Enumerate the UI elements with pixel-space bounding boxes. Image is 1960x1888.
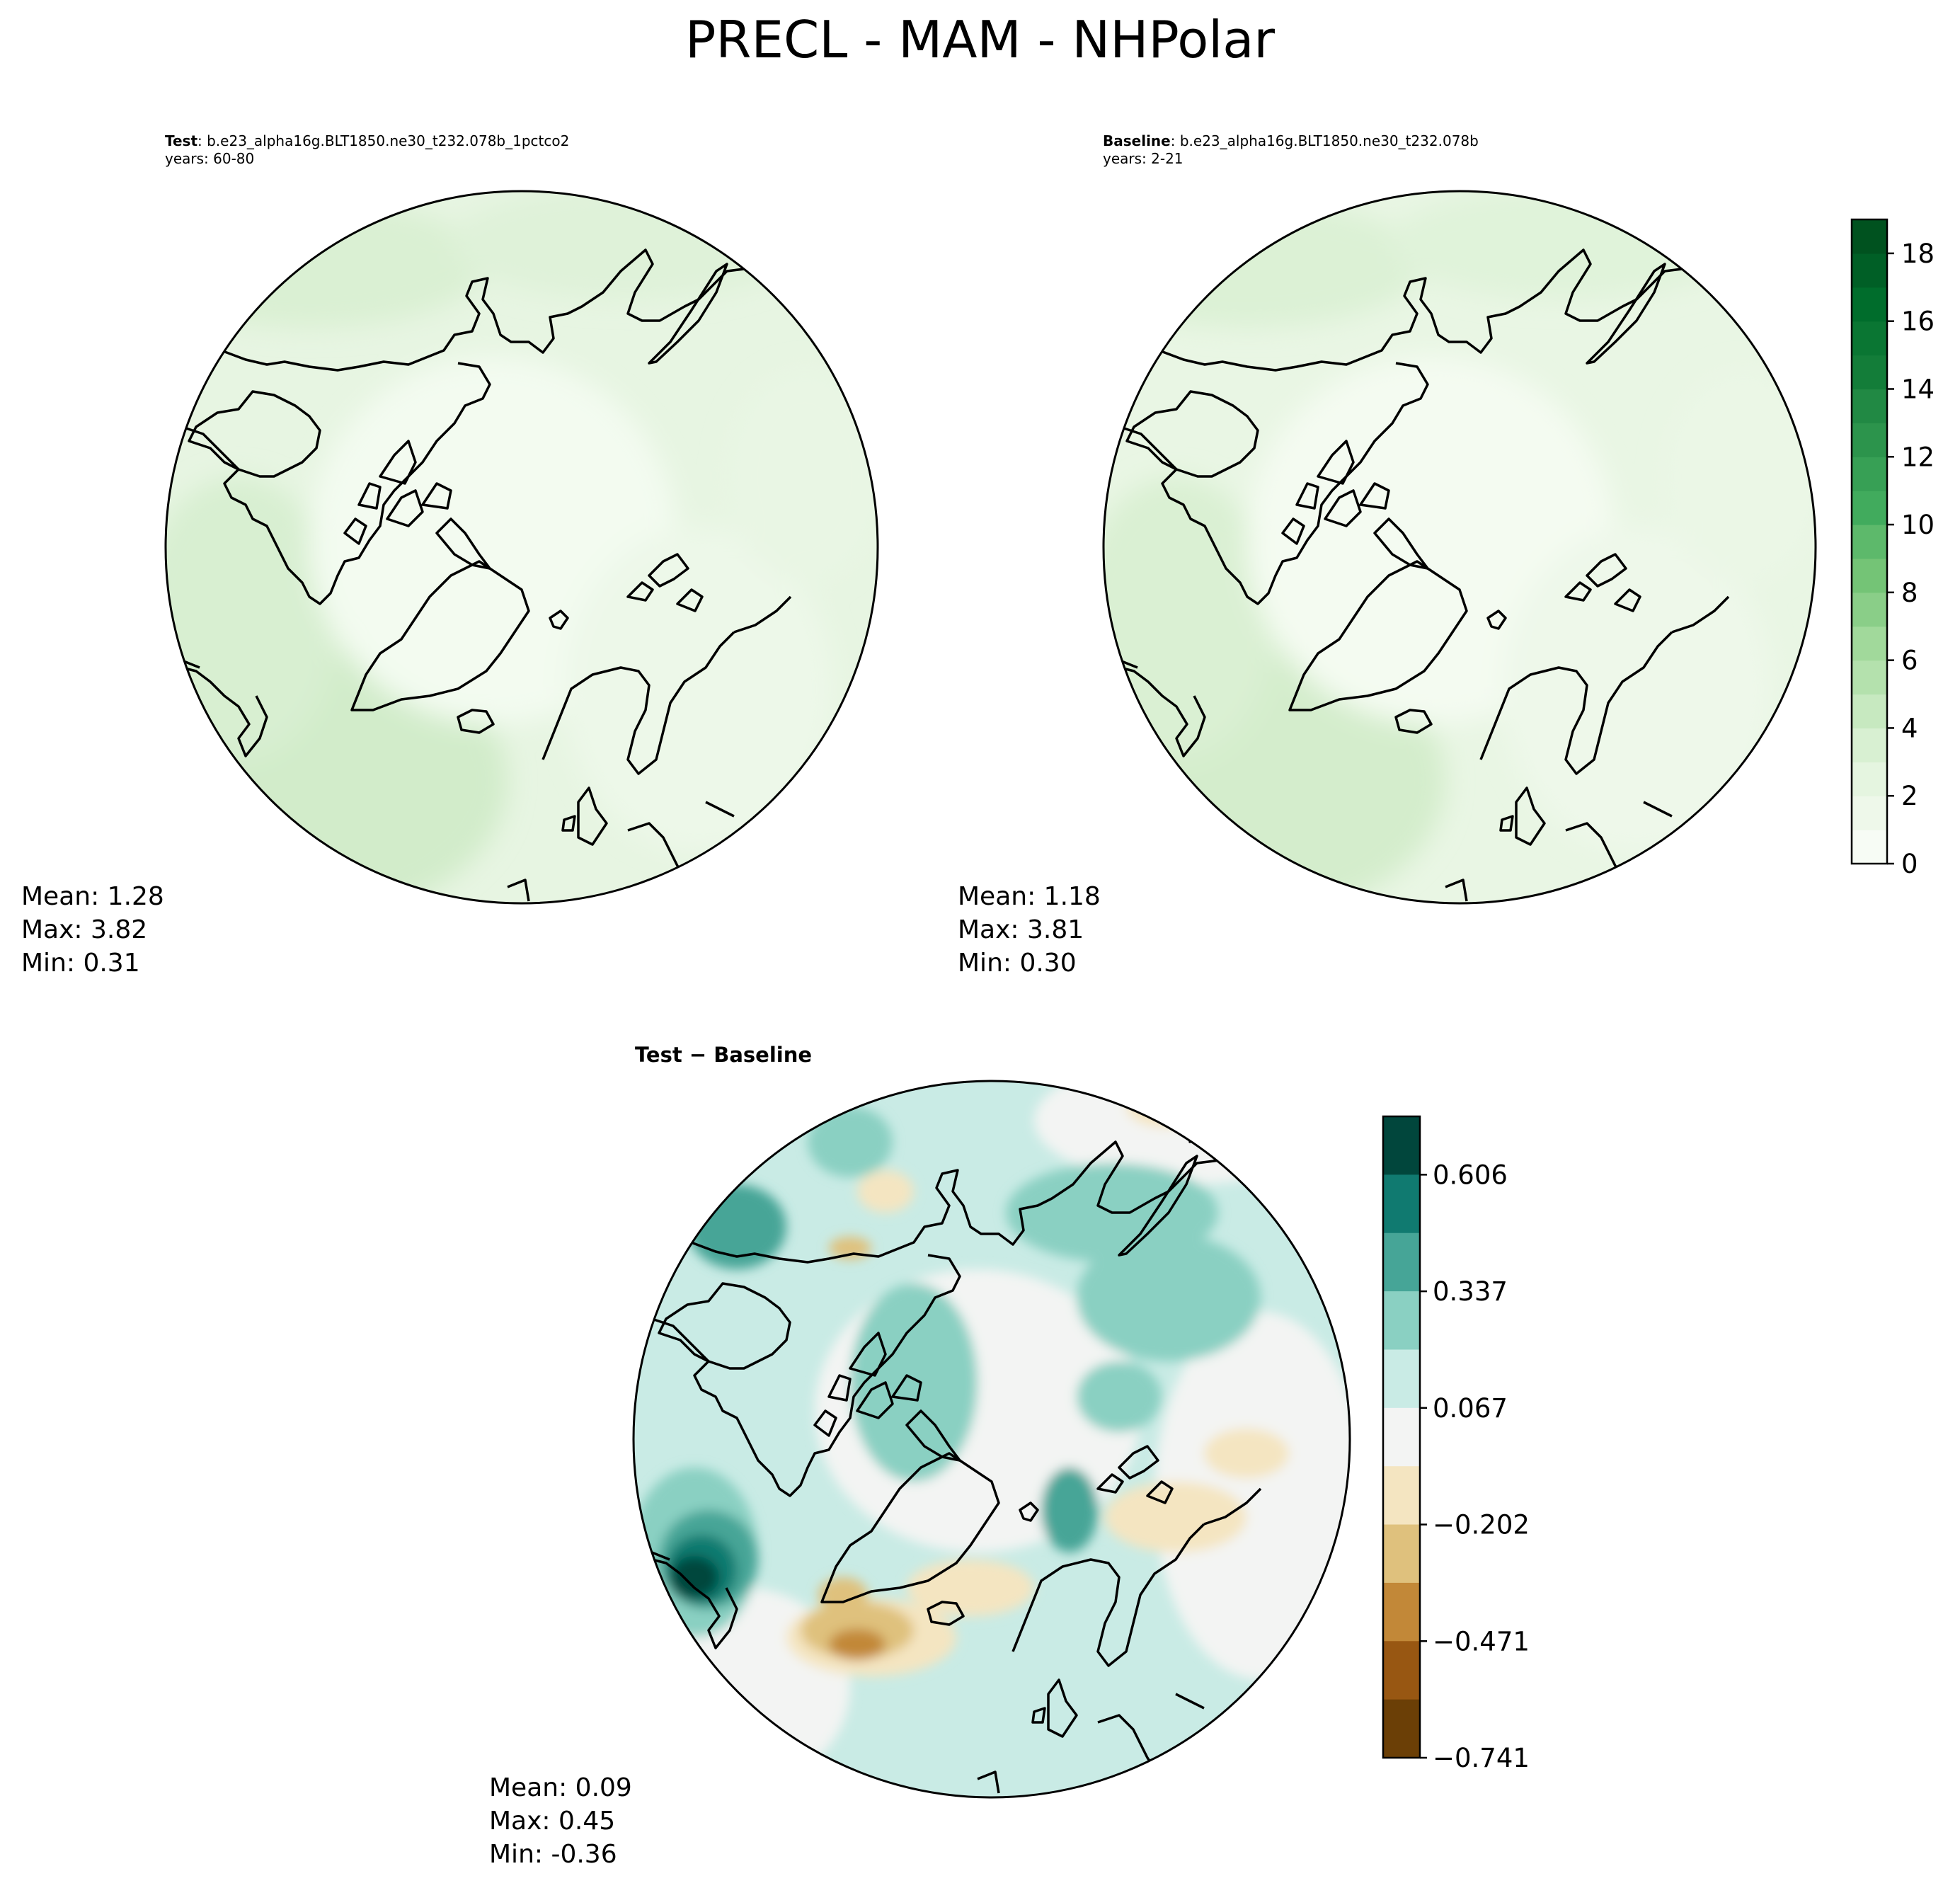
difference-colorbar-frame: [1382, 1115, 1421, 1759]
precip-colorbar-tick-label: 16: [1901, 307, 1935, 337]
precip-colorbar-segment: [1852, 355, 1887, 390]
precip-colorbar-segment: [1852, 491, 1887, 525]
test-max: Max: 3.82: [21, 915, 148, 944]
precip-colorbar-tick-label: 8: [1901, 578, 1918, 608]
precip-colorbar-tick-label: 6: [1901, 646, 1918, 676]
difference-colorbar-segment: [1383, 1582, 1420, 1642]
baseline-panel-title: Baseline: b.e23_alpha16g.BLT1850.ne30_t2…: [1103, 132, 1479, 168]
difference-colorbar-segment: [1383, 1524, 1420, 1584]
difference-polar-map: [632, 1080, 1351, 1799]
difference-colorbar-tick-label: 0.067: [1433, 1393, 1508, 1424]
difference-colorbar-tick-label: 0.337: [1433, 1276, 1508, 1307]
baseline-case-name: : b.e23_alpha16g.BLT1850.ne30_t232.078b: [1170, 132, 1479, 149]
precip-colorbar-segment: [1852, 796, 1887, 830]
precip-colorbar-frame: [1850, 218, 1889, 865]
difference-colorbar-tick-label: −0.202: [1433, 1510, 1530, 1540]
difference-max: Max: 0.45: [489, 1807, 616, 1836]
test-label: Test: [165, 132, 198, 149]
precip-colorbar-segment: [1852, 694, 1887, 729]
precip-colorbar-tick-label: 14: [1901, 374, 1935, 404]
test-panel-title: Test: b.e23_alpha16g.BLT1850.ne30_t232.0…: [165, 132, 569, 168]
precip-colorbar-tick-label: 4: [1901, 713, 1918, 743]
baseline-min: Min: 0.30: [958, 949, 1077, 978]
difference-colorbar-segment: [1383, 1699, 1420, 1758]
precip-colorbar-segment: [1852, 626, 1887, 661]
difference-panel-title: Test − Baseline: [635, 1043, 813, 1067]
difference-colorbar: 0.606 0.337 0.067 −0.202 −0.471 −0.741: [1382, 1115, 1530, 1773]
baseline-stats: Mean: 1.18 Max: 3.81 Min: 0.30: [958, 880, 1101, 980]
difference-colorbar-segment: [1383, 1407, 1420, 1467]
difference-colorbar-segment: [1383, 1466, 1420, 1526]
precip-colorbar: 0 2 4 6 8 10 12 14 16 18: [1850, 218, 1935, 879]
difference-colorbar-segment: [1383, 1116, 1420, 1175]
difference-colorbar-segment: [1383, 1349, 1420, 1409]
precip-colorbar-segment: [1852, 457, 1887, 491]
precip-colorbar-tick-label: 0: [1901, 849, 1918, 879]
precip-colorbar-tick-label: 10: [1901, 510, 1935, 540]
baseline-max: Max: 3.81: [958, 915, 1084, 944]
precip-colorbar-segment: [1852, 219, 1887, 254]
test-stats: Mean: 1.28 Max: 3.82 Min: 0.31: [21, 880, 164, 980]
difference-colorbar-tick-label: 0.606: [1433, 1160, 1508, 1190]
precip-colorbar-segment: [1852, 253, 1887, 288]
test-years: years: 60-80: [165, 150, 255, 167]
precip-colorbar-segment: [1852, 423, 1887, 457]
precip-colorbar-segment: [1852, 592, 1887, 627]
baseline-polar-map: [1102, 190, 1817, 905]
difference-colorbar-tick-label: −0.741: [1433, 1743, 1530, 1773]
precip-colorbar-tick-label: 2: [1901, 781, 1918, 811]
baseline-label: Baseline: [1103, 132, 1171, 149]
figure-title: PRECL - MAM - NHPolar: [685, 10, 1275, 69]
difference-stats: Mean: 0.09 Max: 0.45 Min: -0.36: [489, 1771, 632, 1871]
precip-colorbar-segment: [1852, 389, 1887, 423]
precip-colorbar-segment: [1852, 287, 1887, 322]
precip-colorbar-segment: [1852, 728, 1887, 762]
test-min: Min: 0.31: [21, 949, 140, 978]
precip-colorbar-segment: [1852, 830, 1887, 864]
baseline-years: years: 2-21: [1103, 150, 1184, 167]
precip-colorbar-segment: [1852, 321, 1887, 356]
difference-colorbar-segment: [1383, 1641, 1420, 1700]
precip-colorbar-tick-label: 12: [1901, 442, 1935, 472]
difference-colorbar-segment: [1383, 1232, 1420, 1292]
test-case-name: : b.e23_alpha16g.BLT1850.ne30_t232.078b_…: [197, 132, 570, 149]
difference-colorbar-segment: [1383, 1291, 1420, 1351]
precip-colorbar-segment: [1852, 762, 1887, 796]
baseline-map-boundary: [1102, 190, 1817, 905]
difference-colorbar-tick-label: −0.471: [1433, 1626, 1530, 1657]
test-mean: Mean: 1.28: [21, 882, 164, 911]
difference-min: Min: -0.36: [489, 1840, 617, 1869]
precip-colorbar-segment: [1852, 525, 1887, 559]
precip-colorbar-tick-label: 18: [1901, 239, 1935, 269]
precip-colorbar-segment: [1852, 660, 1887, 695]
precip-colorbar-segment: [1852, 558, 1887, 593]
baseline-mean: Mean: 1.18: [958, 882, 1101, 911]
difference-colorbar-segment: [1383, 1174, 1420, 1234]
test-map-boundary: [164, 190, 879, 905]
difference-mean: Mean: 0.09: [489, 1773, 632, 1802]
test-polar-map: [164, 190, 879, 905]
difference-map-boundary: [632, 1080, 1351, 1799]
